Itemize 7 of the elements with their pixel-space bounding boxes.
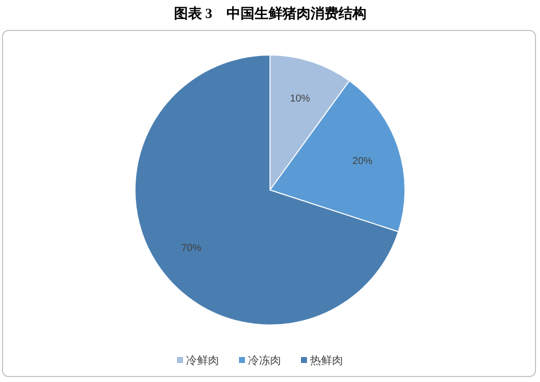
data-label: 10% — [290, 94, 310, 105]
chart-title: 图表 3 中国生鲜猪肉消费结构 — [174, 6, 366, 22]
data-label: 20% — [352, 156, 373, 167]
data-label: 70% — [181, 243, 202, 254]
legend-label: 热鲜肉 — [310, 355, 343, 367]
legend-label: 冷冻肉 — [248, 354, 281, 367]
legend-label: 冷鲜肉 — [186, 355, 219, 367]
